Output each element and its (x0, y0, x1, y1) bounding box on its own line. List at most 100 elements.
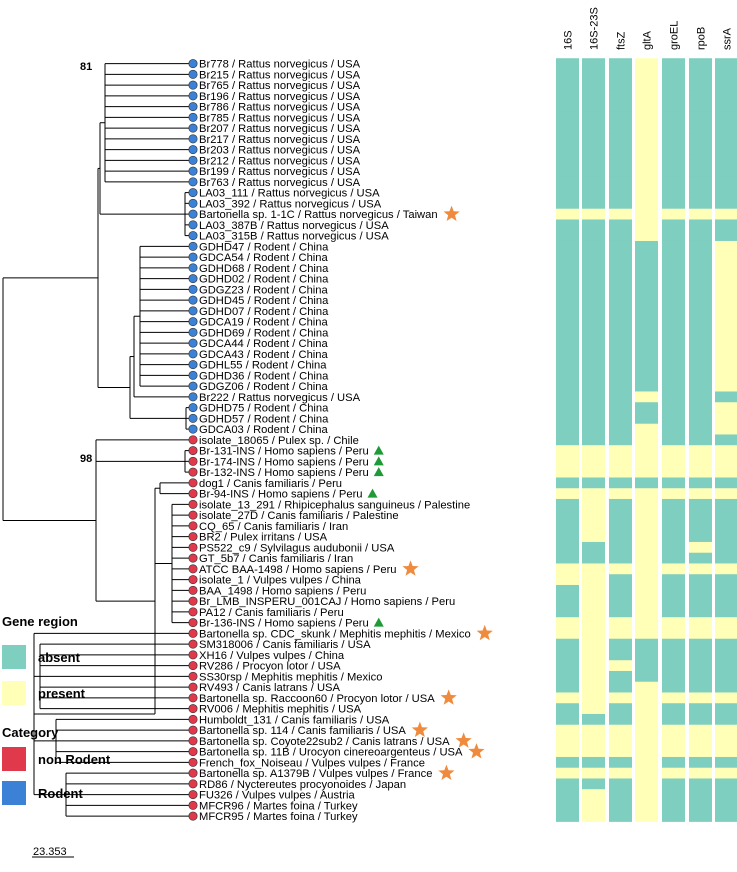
taxon-label: LA03_315B / Rattus norvegicus / USA (199, 231, 389, 243)
cell-absent (556, 101, 579, 113)
taxon-label: Br212 / Rattus norvegicus / USA (199, 155, 361, 167)
cell-present (715, 767, 737, 779)
cell-present (582, 627, 605, 640)
non-rodent-dot (188, 521, 198, 531)
cell-present (715, 627, 737, 640)
cell-absent (715, 230, 737, 242)
cell-absent (689, 111, 712, 124)
cell-absent (635, 262, 658, 274)
cell-present (689, 724, 712, 736)
cell-present (689, 488, 712, 500)
tip-row: GDCA43 / Rodent / China (188, 349, 328, 361)
cell-present (715, 488, 737, 500)
cell-present (635, 154, 658, 167)
tip-row: Br199 / Rattus norvegicus / USA (188, 166, 361, 178)
cell-absent (582, 316, 605, 328)
cell-present (635, 466, 658, 478)
non-rodent-dot (188, 618, 198, 628)
cell-absent (609, 68, 632, 81)
taxon-label: isolate_13_291 / Rhipicephalus sanguineu… (199, 499, 470, 511)
cell-present (635, 68, 658, 81)
rodent-dot (188, 231, 198, 241)
rodent-dot (188, 145, 198, 155)
cell-present (635, 509, 658, 521)
taxon-label: isolate_18065 / Pulex sp. / Chile (199, 435, 359, 447)
tip-row: GDHD68 / Rodent / China (188, 263, 329, 275)
cell-absent (582, 412, 605, 425)
cell-absent (609, 176, 632, 188)
cell-absent (662, 498, 685, 511)
cell-absent (609, 262, 632, 274)
cell-absent (609, 144, 632, 156)
cell-absent (689, 778, 712, 790)
cell-present (635, 778, 658, 790)
cell-absent (635, 649, 658, 661)
rodent-dot (188, 177, 198, 187)
cell-absent (556, 348, 579, 360)
tip-row: GDHD02 / Rodent / China (188, 274, 329, 286)
cell-absent (689, 337, 712, 349)
cell-absent (715, 660, 737, 672)
taxon-label: RV493 / Canis latrans / USA (199, 682, 340, 694)
cell-absent (715, 638, 737, 650)
rodent-dot (188, 306, 198, 316)
cell-present (635, 724, 658, 736)
cell-absent (662, 531, 685, 543)
cell-absent (662, 101, 685, 113)
cell-present (689, 455, 712, 468)
cell-present (662, 767, 685, 779)
cell-absent (556, 541, 579, 554)
cell-absent (609, 789, 632, 801)
cell-present (635, 552, 658, 564)
cell-absent (635, 670, 658, 683)
cell-absent (689, 197, 712, 210)
tip-row: Humboldt_131 / Canis familiaris / USA (188, 714, 390, 726)
cell-absent (715, 756, 737, 769)
cell-absent (662, 144, 685, 156)
tip-row: Br-136-INS / Homo sapiens / Peru (188, 617, 384, 630)
cell-absent (662, 595, 685, 607)
taxon-label: Br222 / Rattus norvegicus / USA (199, 392, 361, 404)
tip-row: GDHD47 / Rodent / China (188, 241, 329, 253)
legend-present-label: present (38, 686, 86, 701)
tip-row: XH16 / Vulpes vulpes / China (188, 650, 345, 662)
cell-absent (662, 369, 685, 382)
cell-absent (689, 283, 712, 296)
triangle-icon (373, 617, 384, 627)
non-rodent-dot (188, 779, 198, 789)
cell-absent (635, 326, 658, 339)
cell-absent (609, 273, 632, 285)
cell-present (715, 455, 737, 468)
cell-absent (556, 133, 579, 145)
taxon-label: GDCA44 / Rodent / China (199, 338, 328, 350)
taxon-label: isolate_27D / Canis familiaris / Palesti… (199, 510, 399, 522)
cell-present (556, 488, 579, 500)
cell-present (635, 681, 658, 693)
cell-absent (662, 176, 685, 188)
cell-absent (609, 681, 632, 693)
taxon-label: GDCA19 / Rodent / China (199, 317, 328, 329)
cell-present (715, 692, 737, 704)
tip-row: Br778 / Rattus norvegicus / USA (188, 59, 361, 71)
cell-absent (609, 595, 632, 607)
cell-present (556, 746, 579, 758)
cell-absent (582, 552, 605, 564)
cell-present (556, 455, 579, 468)
taxon-label: Bartonella sp. 1-1C / Rattus norvegicus … (199, 209, 438, 221)
cell-present (582, 617, 605, 629)
non-rodent-dot (188, 478, 198, 488)
non-rodent-dot (188, 596, 198, 606)
cell-absent (582, 305, 605, 317)
rodent-dot (188, 327, 198, 337)
cell-absent (609, 230, 632, 242)
cell-absent (715, 133, 737, 145)
cell-absent (689, 670, 712, 683)
cell-absent (689, 402, 712, 414)
cell-present (556, 617, 579, 629)
rodent-dot (188, 112, 198, 122)
taxon-label: PA12 / Canis familiaris / Peru (199, 607, 344, 619)
gene-column-ssra (715, 58, 737, 822)
cell-absent (689, 584, 712, 597)
cell-absent (556, 477, 579, 489)
cell-absent (662, 359, 685, 371)
